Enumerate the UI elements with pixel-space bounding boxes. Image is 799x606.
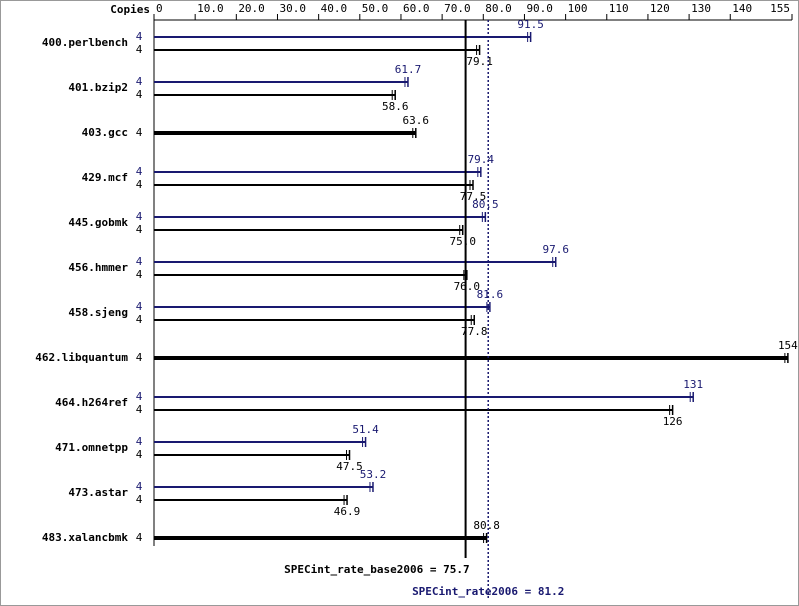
benchmark-label: 483.xalancbmk bbox=[42, 531, 128, 544]
value-label: 75.0 bbox=[449, 235, 476, 248]
x-tick-label: 50.0 bbox=[362, 2, 389, 15]
value-label: 126 bbox=[663, 415, 683, 428]
copies-label: 4 bbox=[136, 75, 143, 88]
value-label: 80.8 bbox=[473, 519, 500, 532]
benchmark-label: 458.sjeng bbox=[68, 306, 128, 319]
value-label: 131 bbox=[683, 378, 703, 391]
value-label: 76.0 bbox=[454, 280, 481, 293]
x-tick-label: 120 bbox=[650, 2, 670, 15]
reference-label: SPECint_rate2006 = 81.2 bbox=[412, 585, 564, 598]
value-label: 79.1 bbox=[466, 55, 493, 68]
copies-label: 4 bbox=[136, 223, 143, 236]
copies-label: 4 bbox=[136, 313, 143, 326]
x-tick-label: 155 bbox=[770, 2, 790, 15]
x-tick-label: 130 bbox=[691, 2, 711, 15]
value-label: 97.6 bbox=[542, 243, 569, 256]
value-label: 154 bbox=[778, 339, 798, 352]
x-tick-label: 80.0 bbox=[485, 2, 512, 15]
benchmark-label: 471.omnetpp bbox=[55, 441, 128, 454]
value-label: 61.7 bbox=[395, 63, 422, 76]
copies-header: Copies bbox=[110, 3, 150, 16]
x-tick-label: 0 bbox=[156, 2, 163, 15]
value-label: 51.4 bbox=[352, 423, 379, 436]
copies-label: 4 bbox=[136, 268, 143, 281]
value-label: 47.5 bbox=[336, 460, 363, 473]
copies-label: 4 bbox=[136, 210, 143, 223]
copies-label: 4 bbox=[136, 30, 143, 43]
value-label: 53.2 bbox=[360, 468, 387, 481]
copies-label: 4 bbox=[136, 165, 143, 178]
copies-label: 4 bbox=[136, 300, 143, 313]
x-tick-label: 20.0 bbox=[238, 2, 264, 15]
copies-label: 4 bbox=[136, 390, 143, 403]
copies-label: 4 bbox=[136, 403, 143, 416]
benchmark-label: 401.bzip2 bbox=[68, 81, 128, 94]
benchmark-label: 400.perlbench bbox=[42, 36, 128, 49]
copies-label: 4 bbox=[136, 531, 143, 544]
x-tick-label: 70.0 bbox=[444, 2, 471, 15]
reference-label: SPECint_rate_base2006 = 75.7 bbox=[284, 563, 469, 576]
value-label: 46.9 bbox=[334, 505, 361, 518]
x-tick-label: 30.0 bbox=[279, 2, 306, 15]
value-label: 80.5 bbox=[472, 198, 499, 211]
benchmark-label: 473.astar bbox=[68, 486, 128, 499]
copies-label: 4 bbox=[136, 435, 143, 448]
value-label: 79.4 bbox=[468, 153, 495, 166]
copies-label: 4 bbox=[136, 448, 143, 461]
benchmark-label: 445.gobmk bbox=[68, 216, 128, 229]
value-label: 91.5 bbox=[517, 18, 544, 31]
copies-label: 4 bbox=[136, 255, 143, 268]
value-label: 81.6 bbox=[477, 288, 504, 301]
copies-label: 4 bbox=[136, 43, 143, 56]
copies-label: 4 bbox=[136, 126, 143, 139]
copies-label: 4 bbox=[136, 480, 143, 493]
x-tick-label: 100 bbox=[568, 2, 588, 15]
value-label: 77.8 bbox=[461, 325, 488, 338]
x-tick-label: 90.0 bbox=[526, 2, 553, 15]
benchmark-label: 456.hmmer bbox=[68, 261, 128, 274]
copies-label: 4 bbox=[136, 351, 143, 364]
copies-label: 4 bbox=[136, 88, 143, 101]
benchmark-label: 403.gcc bbox=[82, 126, 128, 139]
x-tick-label: 10.0 bbox=[197, 2, 224, 15]
x-tick-label: 110 bbox=[609, 2, 629, 15]
value-label: 58.6 bbox=[382, 100, 409, 113]
benchmark-label: 462.libquantum bbox=[35, 351, 128, 364]
benchmark-label: 464.h264ref bbox=[55, 396, 128, 409]
x-tick-label: 140 bbox=[732, 2, 752, 15]
value-label: 63.6 bbox=[403, 114, 430, 127]
copies-label: 4 bbox=[136, 178, 143, 191]
x-tick-label: 40.0 bbox=[321, 2, 348, 15]
benchmark-label: 429.mcf bbox=[82, 171, 128, 184]
copies-label: 4 bbox=[136, 493, 143, 506]
x-tick-label: 60.0 bbox=[403, 2, 430, 15]
